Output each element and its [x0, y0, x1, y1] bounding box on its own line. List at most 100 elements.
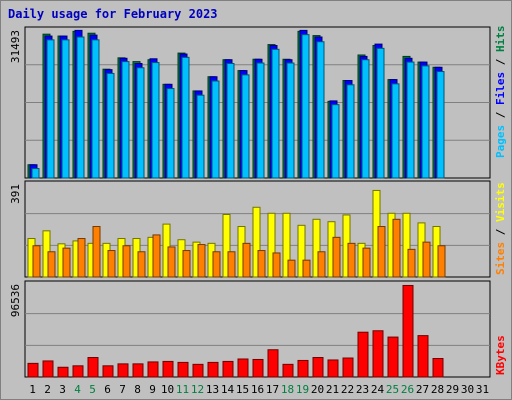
bar-sites: [257, 250, 266, 278]
bar-sites: [332, 236, 341, 278]
bar-sites: [362, 247, 371, 278]
x-tick-label: 31: [476, 383, 489, 396]
legend-separator: /: [494, 52, 507, 72]
bar-sites: [182, 250, 191, 278]
bar-kbytes: [42, 360, 54, 378]
y-max-label: 391: [9, 184, 22, 204]
x-tick-label: 25: [386, 383, 399, 396]
bar-sites: [47, 251, 56, 278]
x-tick-label: 10: [161, 383, 174, 396]
legend-separator: /: [494, 105, 507, 125]
legend-pages: Pages: [494, 125, 507, 158]
bar-pages: [166, 88, 175, 179]
bar-sites: [77, 238, 86, 278]
x-tick-label: 8: [134, 383, 141, 396]
bar-pages: [91, 39, 100, 179]
bar-sites: [437, 245, 446, 278]
legend-kbytes: KBytes: [494, 335, 507, 375]
bar-kbytes: [192, 363, 204, 378]
legend-files: Files: [494, 72, 507, 105]
legend-hits: Hits: [494, 26, 507, 53]
bar-pages: [436, 71, 445, 179]
bar-sites: [197, 244, 206, 278]
bar-sites: [137, 251, 146, 278]
bar-visits: [312, 218, 321, 278]
bar-sites: [302, 259, 311, 278]
bar-pages: [106, 72, 115, 179]
bar-pages: [286, 62, 295, 179]
bar-kbytes: [117, 363, 129, 378]
bar-kbytes: [237, 358, 249, 378]
bar-sites: [392, 218, 401, 278]
bar-pages: [256, 62, 265, 179]
bar-sites: [152, 234, 161, 278]
bar-kbytes: [177, 361, 189, 378]
bar-kbytes: [87, 357, 99, 378]
bar-sites: [167, 246, 176, 278]
bar-pages: [406, 61, 415, 179]
x-tick-label: 28: [431, 383, 444, 396]
x-tick-label: 2: [44, 383, 51, 396]
bar-visits: [252, 206, 261, 278]
bar-kbytes: [342, 357, 354, 378]
x-tick-label: 23: [356, 383, 369, 396]
legend-sites: Sites: [494, 242, 507, 275]
bar-pages: [361, 59, 370, 179]
bar-pages: [271, 48, 280, 179]
bar-pages: [226, 63, 235, 179]
bar-sites: [32, 245, 41, 278]
x-tick-label: 26: [401, 383, 414, 396]
bar-kbytes: [357, 331, 369, 378]
bar-kbytes: [432, 357, 444, 378]
bar-kbytes: [207, 361, 219, 378]
bar-kbytes: [252, 358, 264, 378]
bar-sites: [272, 252, 281, 278]
x-tick-label: 6: [104, 383, 111, 396]
legend-separator: /: [494, 222, 507, 242]
bar-pages: [301, 34, 310, 179]
bar-sites: [287, 259, 296, 278]
bar-sites: [242, 242, 251, 278]
bar-sites: [122, 245, 131, 278]
bar-kbytes: [372, 330, 384, 378]
bar-kbytes: [387, 336, 399, 378]
bar-pages: [391, 83, 400, 179]
x-tick-label: 22: [341, 383, 354, 396]
bar-pages: [346, 84, 355, 179]
x-tick-label: 29: [446, 383, 459, 396]
bar-pages: [241, 74, 250, 179]
bar-sites: [227, 251, 236, 278]
x-tick-label: 14: [221, 383, 235, 396]
bar-pages: [76, 36, 85, 179]
legend-visits: Visits: [494, 182, 507, 222]
bar-pages: [61, 39, 70, 179]
bar-sites: [62, 247, 71, 278]
bar-kbytes: [297, 359, 309, 378]
x-tick-label: 7: [119, 383, 126, 396]
x-tick-label: 20: [311, 383, 324, 396]
bar-visits: [402, 212, 411, 278]
x-tick-label: 18: [281, 383, 294, 396]
x-tick-label: 12: [191, 383, 204, 396]
x-tick-label: 19: [296, 383, 309, 396]
bar-pages: [331, 104, 340, 179]
x-tick-label: 5: [89, 383, 96, 396]
bar-kbytes: [267, 349, 279, 378]
bar-pages: [46, 39, 55, 179]
bar-sites: [422, 241, 431, 278]
bar-kbytes: [132, 363, 144, 378]
bar-kbytes: [222, 360, 234, 378]
bar-kbytes: [102, 365, 114, 378]
x-tick-label: 1: [29, 383, 36, 396]
bar-sites: [377, 226, 386, 278]
bar-pages: [196, 94, 205, 179]
bar-kbytes: [312, 357, 324, 378]
x-tick-label: 13: [206, 383, 219, 396]
x-tick-label: 21: [326, 383, 339, 396]
bar-pages: [121, 61, 130, 179]
bar-sites: [92, 226, 101, 278]
x-tick-label: 11: [176, 383, 189, 396]
bar-kbytes: [417, 335, 429, 378]
bar-sites: [347, 242, 356, 278]
